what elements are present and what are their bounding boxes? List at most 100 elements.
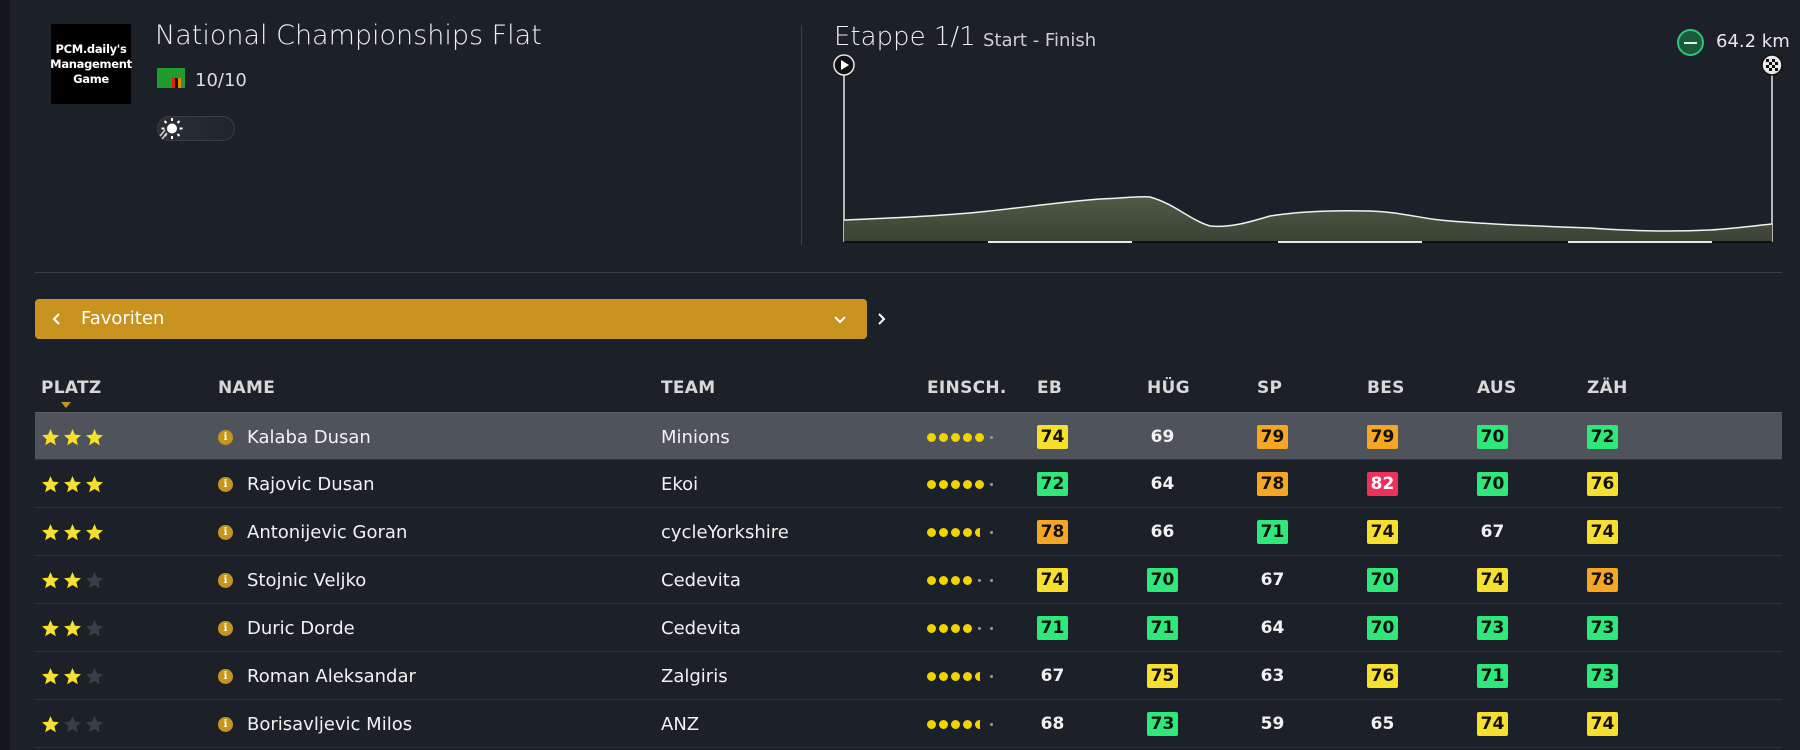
rider-name[interactable]: Antonijevic Goran bbox=[247, 521, 408, 543]
form-dot bbox=[990, 722, 993, 726]
form-dot bbox=[927, 719, 936, 729]
star-empty-icon bbox=[86, 619, 103, 636]
rider-info-button[interactable]: i bbox=[218, 604, 233, 652]
info-icon[interactable]: i bbox=[218, 668, 233, 684]
star-filled-icon bbox=[42, 571, 59, 588]
game-logo: PCM.daily's Management Game bbox=[50, 24, 132, 104]
stat-cell: 74 bbox=[1037, 556, 1068, 604]
country-flag-icon bbox=[157, 68, 185, 88]
chevron-down-icon[interactable] bbox=[828, 307, 852, 331]
col-zah[interactable]: ZÄH bbox=[1587, 378, 1628, 398]
rider-info-button[interactable]: i bbox=[218, 460, 233, 508]
stat-value: 59 bbox=[1260, 714, 1285, 734]
rider-info-button[interactable]: i bbox=[218, 652, 233, 700]
rider-info-button[interactable]: i bbox=[218, 700, 233, 748]
stat-cell: 72 bbox=[1587, 413, 1618, 461]
rider-info-button[interactable]: i bbox=[218, 556, 233, 604]
table-header: PLATZ NAME TEAM EINSCH. EB HÜG SP BES AU… bbox=[35, 378, 1782, 412]
weather-indicator bbox=[157, 116, 235, 141]
form-dot bbox=[975, 719, 984, 729]
category-selector[interactable]: Favoriten bbox=[35, 299, 886, 339]
star-filled-icon bbox=[42, 523, 59, 540]
chevron-right-icon[interactable] bbox=[869, 307, 893, 331]
table-row[interactable]: i Antonijevic Goran cycleYorkshire 78 66 71 74… bbox=[35, 508, 1782, 556]
category-label: Favoriten bbox=[81, 308, 165, 329]
col-team[interactable]: TEAM bbox=[661, 378, 716, 398]
col-hug[interactable]: HÜG bbox=[1147, 378, 1190, 398]
stat-value: 72 bbox=[1037, 472, 1068, 496]
form-dot bbox=[963, 575, 972, 585]
info-icon[interactable]: i bbox=[218, 476, 233, 492]
stat-value: 78 bbox=[1257, 472, 1288, 496]
table-row[interactable]: i Rajovic Dusan Ekoi 72 64 78 82 70 76 bbox=[35, 460, 1782, 508]
form-rating bbox=[927, 652, 999, 700]
form-dot bbox=[978, 578, 981, 582]
stat-value: 73 bbox=[1587, 664, 1618, 688]
stat-value: 73 bbox=[1477, 616, 1508, 640]
rider-name[interactable]: Roman Aleksandar bbox=[247, 665, 416, 687]
info-icon[interactable]: i bbox=[218, 429, 233, 445]
stage-subtitle: Start - Finish bbox=[983, 30, 1097, 51]
favorite-stars bbox=[41, 460, 107, 508]
form-rating bbox=[927, 700, 999, 748]
section-divider bbox=[35, 272, 1782, 273]
col-platz[interactable]: PLATZ bbox=[41, 378, 102, 398]
form-dot bbox=[963, 719, 972, 729]
table-row[interactable]: i Roman Aleksandar Zalgiris 67 75 63 76 71 73 bbox=[35, 652, 1782, 700]
form-rating bbox=[927, 508, 999, 556]
stat-value: 79 bbox=[1257, 425, 1288, 449]
col-aus[interactable]: AUS bbox=[1477, 378, 1517, 398]
rider-name[interactable]: Rajovic Dusan bbox=[247, 473, 375, 495]
stat-cell: 72 bbox=[1037, 460, 1068, 508]
info-icon[interactable]: i bbox=[218, 572, 233, 588]
form-dot bbox=[939, 719, 948, 729]
form-dot bbox=[963, 671, 972, 681]
favorite-stars bbox=[41, 700, 107, 748]
stat-value: 72 bbox=[1587, 425, 1618, 449]
stat-cell: 75 bbox=[1147, 652, 1178, 700]
chevron-left-icon[interactable] bbox=[45, 307, 69, 331]
table-row[interactable]: i Kalaba Dusan Minions 74 69 79 79 70 72 bbox=[35, 412, 1782, 460]
form-dot bbox=[975, 527, 984, 537]
rider-name[interactable]: Borisavljevic Milos bbox=[247, 713, 413, 735]
rider-team: Cedevita bbox=[661, 569, 741, 591]
table-row[interactable]: i Stojnic Veljko Cedevita 74 70 67 70 74 78 bbox=[35, 556, 1782, 604]
col-sp[interactable]: SP bbox=[1257, 378, 1283, 398]
table-row[interactable]: i Duric Dorde Cedevita 71 71 64 70 73 73 bbox=[35, 604, 1782, 652]
rider-name[interactable]: Duric Dorde bbox=[247, 617, 355, 639]
form-rating bbox=[927, 460, 999, 508]
form-rating bbox=[927, 556, 999, 604]
rider-name[interactable]: Kalaba Dusan bbox=[247, 426, 371, 448]
rider-name[interactable]: Stojnic Veljko bbox=[247, 569, 367, 591]
col-bes[interactable]: BES bbox=[1367, 378, 1405, 398]
info-icon[interactable]: i bbox=[218, 524, 233, 540]
info-icon[interactable]: i bbox=[218, 716, 233, 732]
form-dot bbox=[927, 575, 936, 585]
stat-value: 68 bbox=[1040, 714, 1065, 734]
form-dot bbox=[939, 623, 948, 633]
col-name[interactable]: NAME bbox=[218, 378, 276, 398]
rider-info-button[interactable]: i bbox=[218, 508, 233, 556]
stat-cell: 73 bbox=[1147, 700, 1178, 748]
stat-cell: 79 bbox=[1257, 413, 1288, 461]
form-dot bbox=[963, 623, 972, 633]
flat-stage-icon bbox=[1677, 29, 1704, 56]
stat-cell: 74 bbox=[1587, 700, 1618, 748]
stat-cell: 64 bbox=[1147, 460, 1178, 508]
stage-distance: 64.2 km bbox=[1716, 31, 1790, 52]
stat-cell: 70 bbox=[1367, 604, 1398, 652]
table-row[interactable]: i Borisavljevic Milos ANZ 68 73 59 65 74 74 bbox=[35, 700, 1782, 748]
col-eb[interactable]: EB bbox=[1037, 378, 1063, 398]
stat-cell: 66 bbox=[1147, 508, 1178, 556]
stat-value: 75 bbox=[1147, 664, 1178, 688]
stat-cell: 67 bbox=[1257, 556, 1288, 604]
stat-cell: 67 bbox=[1477, 508, 1508, 556]
info-icon[interactable]: i bbox=[218, 620, 233, 636]
stat-value: 70 bbox=[1477, 472, 1508, 496]
form-dot bbox=[963, 432, 972, 442]
col-einsch[interactable]: EINSCH. bbox=[927, 378, 1007, 398]
rider-info-button[interactable]: i bbox=[218, 413, 233, 461]
form-dot bbox=[990, 578, 993, 582]
stat-value: 78 bbox=[1587, 568, 1618, 592]
stat-value: 76 bbox=[1367, 664, 1398, 688]
